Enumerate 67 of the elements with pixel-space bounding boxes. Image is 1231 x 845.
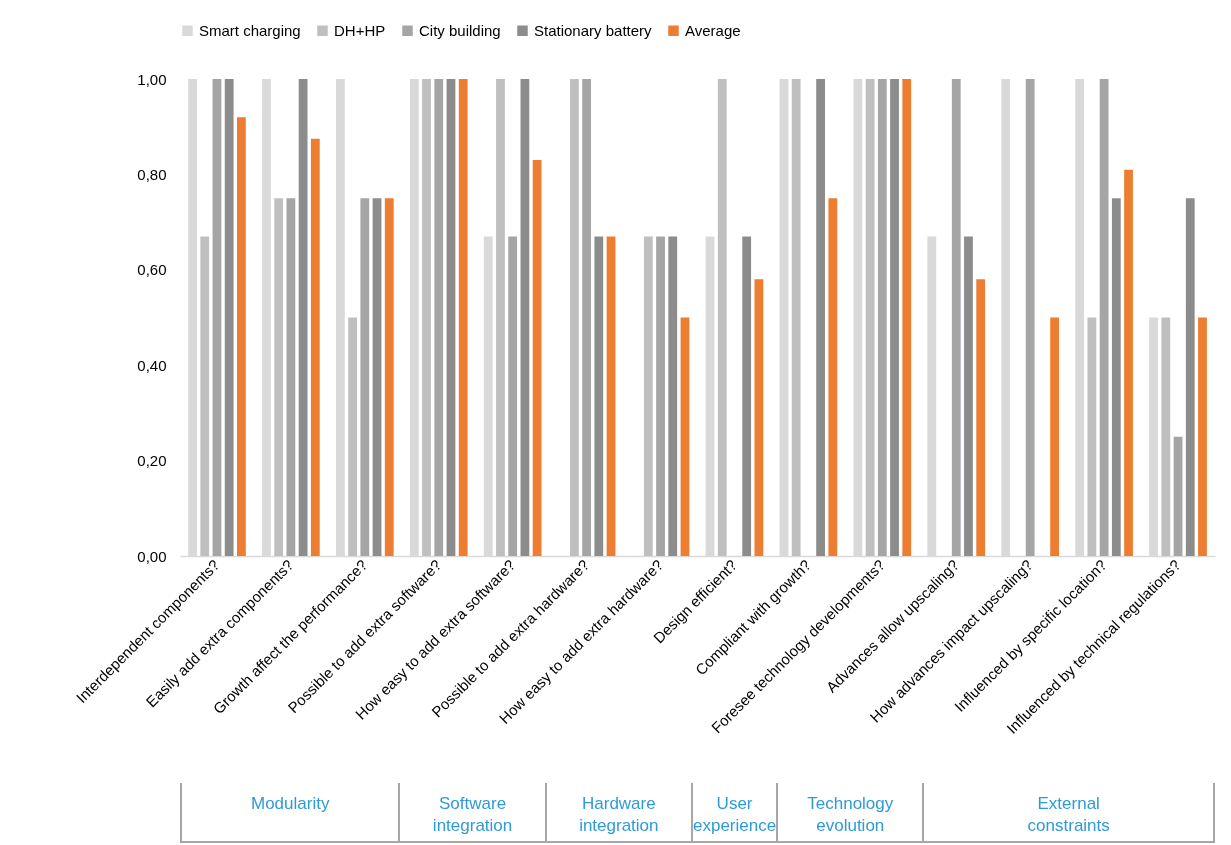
y-tick-label: 1,00 [137, 70, 167, 88]
bar [877, 79, 887, 556]
bar [791, 79, 801, 556]
legend-label: Smart charging [199, 21, 301, 39]
bar [384, 198, 394, 556]
text: External constraints [1026, 793, 1111, 837]
bar [594, 236, 604, 556]
bar [422, 79, 431, 556]
y-tick-label: 0,60 [137, 261, 167, 279]
bar [372, 198, 382, 556]
legend-label: City building [419, 21, 501, 39]
bar [1161, 317, 1171, 556]
bar [508, 236, 518, 556]
bar [668, 236, 678, 556]
bar [1185, 198, 1195, 556]
bar [656, 236, 665, 556]
bar [348, 317, 357, 556]
bar [1111, 198, 1121, 556]
legend-label: DH+HP [334, 21, 386, 39]
y-tick-label: 0,20 [137, 452, 167, 470]
bar [1099, 79, 1109, 556]
bar [902, 79, 912, 556]
bar [569, 79, 579, 556]
bar [532, 160, 542, 556]
bar [828, 198, 838, 556]
bar [496, 79, 505, 556]
bar [237, 117, 246, 556]
bar [212, 79, 222, 556]
bar [224, 79, 234, 556]
bar [890, 79, 899, 556]
text: Hardware integration [578, 793, 660, 837]
text: User experience [692, 793, 777, 837]
bar [964, 236, 973, 556]
bar [1198, 317, 1207, 556]
bar [446, 79, 456, 556]
legend-label: Stationary battery [534, 21, 653, 39]
bar [274, 198, 284, 556]
text: Software integration [431, 793, 514, 837]
bar [951, 79, 961, 556]
bar [680, 317, 690, 556]
bar [606, 236, 616, 556]
bar [816, 79, 826, 556]
bar [1050, 317, 1060, 556]
text: Modularity [251, 793, 330, 815]
legend-label: Average [685, 21, 741, 39]
bar [742, 236, 752, 556]
bar [286, 198, 296, 556]
bar [1025, 79, 1035, 556]
bar [200, 236, 210, 556]
bar [582, 79, 592, 556]
bar [754, 279, 764, 556]
bar [865, 79, 875, 556]
bar [298, 79, 308, 556]
bar [310, 138, 320, 556]
bar [643, 236, 653, 556]
bar [976, 279, 986, 556]
bar [458, 79, 468, 556]
y-tick-label: 0,40 [137, 356, 167, 374]
bar [1173, 436, 1183, 556]
bar [717, 79, 727, 556]
bar [1124, 169, 1133, 556]
y-tick-label: 0,80 [137, 165, 167, 183]
bar [434, 79, 444, 556]
bar [520, 79, 530, 556]
bar [1087, 317, 1097, 556]
bar [360, 198, 370, 556]
text: Technology evolution [806, 793, 895, 837]
